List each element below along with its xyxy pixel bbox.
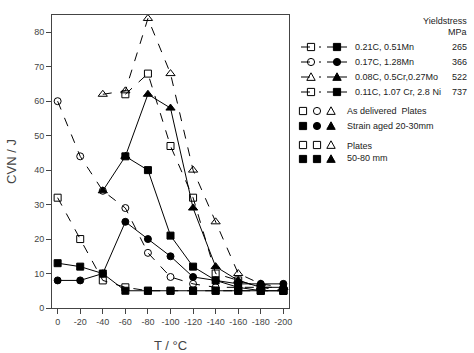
svg-text:-160: -160 <box>229 317 247 327</box>
svg-text:-60: -60 <box>119 317 132 327</box>
svg-text:-140: -140 <box>207 317 225 327</box>
svg-text:0.08C, 0.5Cr,0.27Mo: 0.08C, 0.5Cr,0.27Mo <box>355 72 438 82</box>
svg-text:-120: -120 <box>184 317 202 327</box>
svg-text:50: 50 <box>34 131 44 141</box>
svg-text:-40: -40 <box>96 317 109 327</box>
svg-text:Strain aged 20-30mm: Strain aged 20-30mm <box>347 121 434 131</box>
svg-text:-100: -100 <box>161 317 179 327</box>
svg-text:0.11C, 1.07 Cr, 2.8 Ni: 0.11C, 1.07 Cr, 2.8 Ni <box>355 87 441 97</box>
svg-text:-200: -200 <box>274 317 292 327</box>
svg-text:265: 265 <box>452 42 467 52</box>
svg-text:As delivered Plates: As delivered Plates <box>347 106 427 116</box>
svg-text:70: 70 <box>34 62 44 72</box>
svg-text:-80: -80 <box>141 317 154 327</box>
svg-text:80: 80 <box>34 27 44 37</box>
svg-text:-180: -180 <box>252 317 270 327</box>
svg-text:366: 366 <box>452 57 467 67</box>
svg-text:-20: -20 <box>74 317 87 327</box>
svg-text:30: 30 <box>34 200 44 210</box>
svg-text:0.17C, 1.28Mn: 0.17C, 1.28Mn <box>355 57 414 67</box>
svg-text:CVN / J: CVN / J <box>4 139 19 184</box>
svg-text:T / °C: T / °C <box>154 338 187 353</box>
svg-text:40: 40 <box>34 165 44 175</box>
svg-text:Yieldstress: Yieldstress <box>423 16 467 26</box>
svg-text:0: 0 <box>39 303 44 313</box>
svg-text:Plates50-80 mm: Plates50-80 mm <box>347 141 388 163</box>
svg-text:522: 522 <box>452 72 467 82</box>
svg-text:0.21C, 0.51Mn: 0.21C, 0.51Mn <box>355 42 414 52</box>
svg-text:0: 0 <box>55 317 60 327</box>
svg-text:20: 20 <box>34 234 44 244</box>
svg-text:MPa: MPa <box>448 27 467 37</box>
svg-text:60: 60 <box>34 96 44 106</box>
svg-text:10: 10 <box>34 269 44 279</box>
svg-text:737: 737 <box>452 87 467 97</box>
